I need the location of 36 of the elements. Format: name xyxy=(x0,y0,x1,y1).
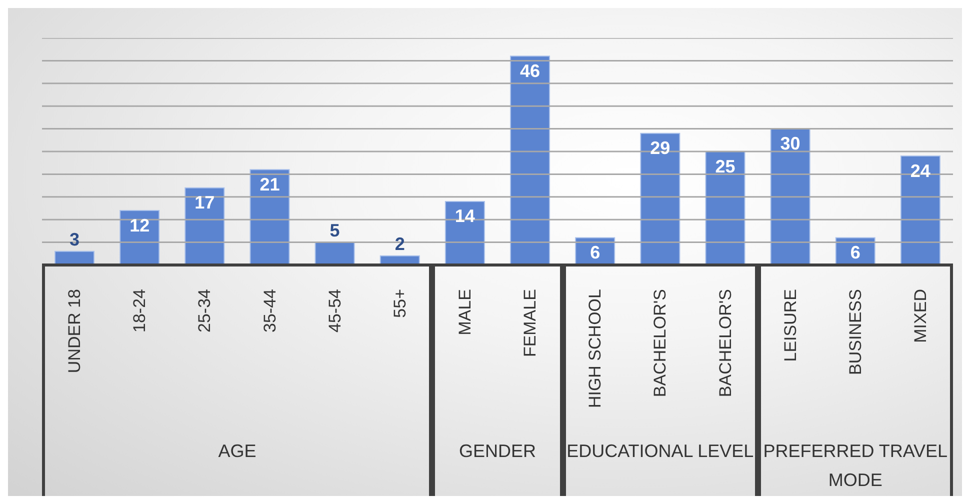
x-tick-label: 45-54 xyxy=(325,289,344,332)
x-tick-label: 35-44 xyxy=(260,289,280,332)
data-label: 3 xyxy=(70,229,80,250)
data-label: 17 xyxy=(194,192,215,213)
data-label: 6 xyxy=(850,242,860,263)
x-tick-label: 55+ xyxy=(390,288,410,318)
x-tick-label: 25-34 xyxy=(195,289,214,332)
data-label: 6 xyxy=(590,242,600,263)
x-tick-label: FEMALE xyxy=(520,289,540,358)
x-tick-label: BACHELOR'S xyxy=(650,289,670,398)
data-label: 21 xyxy=(260,174,280,194)
x-tick-label: MIXED xyxy=(910,289,930,343)
data-label: 12 xyxy=(130,215,150,236)
bar xyxy=(770,128,810,265)
x-tick-label: MALE xyxy=(455,289,474,336)
text: AGE xyxy=(217,440,258,463)
bar xyxy=(510,56,550,265)
data-label: 5 xyxy=(330,220,340,240)
x-tick-label: UNDER 18 xyxy=(65,289,84,374)
x-tick-label: BUSINESS xyxy=(846,289,865,375)
text: GENDER xyxy=(458,440,537,463)
bar xyxy=(900,156,940,265)
text: PREFERRED TRAVEL MODE xyxy=(762,440,949,492)
data-label: 29 xyxy=(650,138,670,158)
x-tick-label: 18-24 xyxy=(130,289,150,332)
data-label: 24 xyxy=(910,160,930,181)
data-label: 30 xyxy=(780,134,800,154)
data-label: 25 xyxy=(715,156,736,176)
x-tick-label: HIGH SCHOOL xyxy=(586,289,605,408)
data-label: 14 xyxy=(454,206,475,226)
data-label: 46 xyxy=(520,60,540,81)
x-tick-label: LEISURE xyxy=(780,289,800,362)
data-label: 2 xyxy=(394,234,405,254)
x-tick-label: BACHELOR'S xyxy=(716,289,735,398)
bar xyxy=(640,132,680,265)
text: EDUCATIONAL LEVEL xyxy=(566,440,755,463)
